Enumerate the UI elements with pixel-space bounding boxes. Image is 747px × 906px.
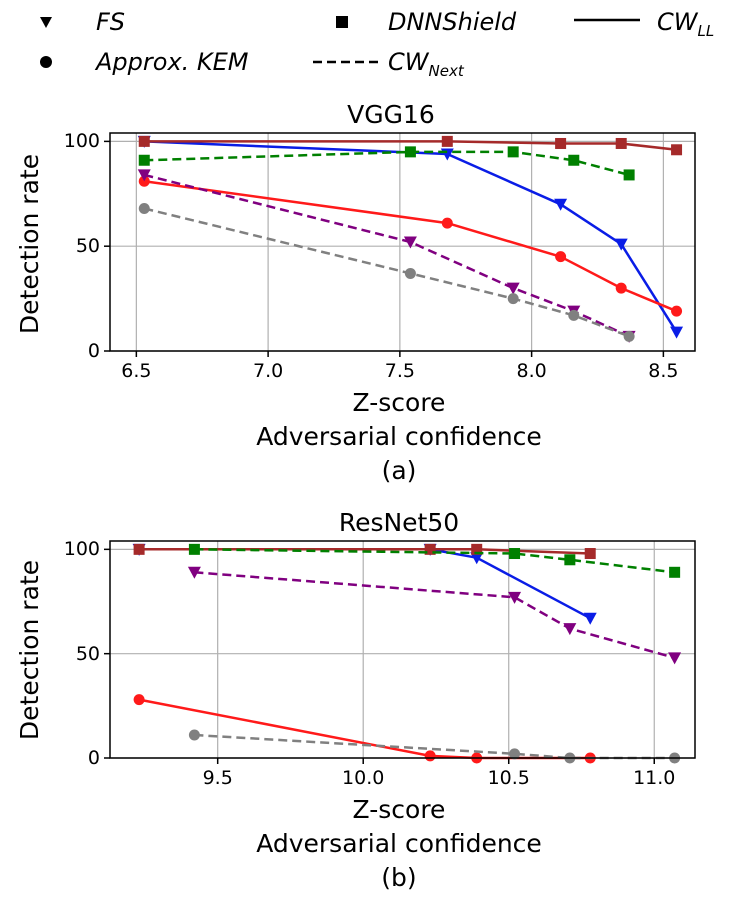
chart-title: VGG16 [347,100,435,129]
x-tick-label: 7.0 [252,360,284,382]
data-point-cw-ll-dnnshield [615,137,627,149]
data-point-cw-ll-approx-kem [615,282,627,294]
series-cw-next-fs [187,566,682,665]
data-point-cw-next-fs [137,169,151,182]
axes-frame [109,540,696,759]
legend-label-cw-ll: CWLL [657,8,715,40]
data-point-cw-next-dnnshield [623,169,635,181]
series-cw-next-approx-kem [138,202,635,342]
series-cw-ll-approx-kem [133,694,596,764]
y-tick-label: 50 [75,235,100,258]
data-point-cw-next-fs [403,236,417,249]
data-point-cw-next-approx-kem [507,293,519,305]
data-point-cw-next-dnnshield [507,146,519,158]
series-line-cw-ll-fs [139,548,591,620]
data-point-cw-ll-fs [554,198,568,211]
x-axis-sublabel: Adversarial confidence [256,422,542,451]
x-tick-label: 8.0 [516,360,547,382]
data-point-cw-next-fs [563,623,577,636]
data-point-cw-next-approx-kem [623,330,635,342]
data-point-cw-next-dnnshield [404,146,416,158]
chart-title: ResNet50 [338,508,460,537]
x-tick-label: 7.5 [384,360,415,382]
x-tick-label: 11.0 [633,767,676,789]
data-point-cw-ll-dnnshield [133,543,145,555]
series-cw-next-dnnshield [188,543,681,578]
data-point-cw-ll-fs [470,552,484,565]
x-axis-label: Z-score [352,795,446,824]
y-axis-label: Detection rate [15,559,44,741]
data-point-cw-ll-approx-kem [671,305,683,317]
data-point-cw-next-fs [506,282,520,295]
data-point-cw-ll-dnnshield [584,548,596,560]
x-axis-label: Z-score [352,388,446,417]
series-cw-ll-fs [132,543,597,625]
data-point-cw-next-dnnshield [669,566,681,578]
y-tick-label: 0 [87,340,100,362]
data-point-cw-ll-approx-kem [133,694,145,706]
x-tick-label: 9.5 [202,767,233,789]
data-point-cw-next-approx-kem [404,267,416,279]
data-point-cw-ll-fs [670,326,684,339]
data-point-cw-next-dnnshield [188,543,200,555]
series-line-cw-next-fs [143,173,630,338]
data-point-cw-ll-approx-kem [424,750,436,762]
triangle-down-marker-icon [40,17,52,28]
data-point-cw-ll-fs [614,238,628,251]
plot-area-vgg16 [104,132,696,357]
data-point-cw-ll-dnnshield [138,135,150,147]
data-point-cw-ll-dnnshield [471,543,483,555]
data-point-cw-next-approx-kem [509,748,521,760]
series-line-cw-ll-approx-kem [138,698,591,760]
series-cw-next-dnnshield [138,146,635,181]
x-axis-sublabel: Adversarial confidence [256,829,542,858]
plot-area-resnet50 [104,540,696,764]
panel-caption: (b) [381,863,417,892]
panel-caption: (a) [381,456,417,485]
data-point-cw-next-approx-kem [568,309,580,321]
axes-frame [109,132,696,352]
y-axis-label: Detection rate [15,153,44,335]
legend-label-approx-kem: Approx. KEM [96,48,249,76]
x-tick-label: 10.5 [487,767,530,789]
series-line-cw-next-dnnshield [194,548,675,574]
data-point-cw-next-dnnshield [564,554,576,566]
data-point-cw-ll-approx-kem [441,217,453,229]
data-point-cw-next-dnnshield [568,154,580,166]
data-point-cw-next-dnnshield [138,154,150,166]
y-tick-label: 100 [63,538,100,561]
data-point-cw-ll-dnnshield [424,543,436,555]
data-point-cw-ll-dnnshield [555,137,567,149]
x-tick-label: 6.5 [121,360,152,382]
dashed-line-icon [313,60,379,64]
y-tick-label: 0 [87,747,100,769]
data-point-cw-ll-approx-kem [555,251,567,263]
data-point-cw-next-approx-kem [138,202,150,214]
data-point-cw-next-fs [508,591,522,604]
x-tick-label: 8.5 [648,360,679,382]
legend-label-dnnshield: DNNShield [388,8,517,36]
series-line-cw-next-fs [194,571,675,660]
legend-label-cw-next: CWNext [388,48,464,80]
solid-line-icon [574,18,640,22]
series-cw-ll-dnnshield [138,135,683,156]
legend-label-fs: FS [96,8,126,36]
data-point-cw-next-dnnshield [509,548,521,560]
data-point-cw-ll-dnnshield [671,144,683,156]
square-marker-icon [336,16,348,28]
data-point-cw-ll-fs [583,612,597,625]
data-point-cw-next-fs [187,566,201,579]
circle-marker-icon [40,56,52,68]
data-point-cw-next-fs [668,652,682,665]
data-point-cw-next-approx-kem [188,729,200,741]
y-tick-label: 100 [63,130,100,153]
y-tick-label: 50 [75,642,100,665]
x-tick-label: 10.0 [342,767,385,789]
data-point-cw-ll-dnnshield [441,135,453,147]
series-line-cw-next-approx-kem [144,207,630,338]
series-line-cw-next-dnnshield [144,150,630,177]
